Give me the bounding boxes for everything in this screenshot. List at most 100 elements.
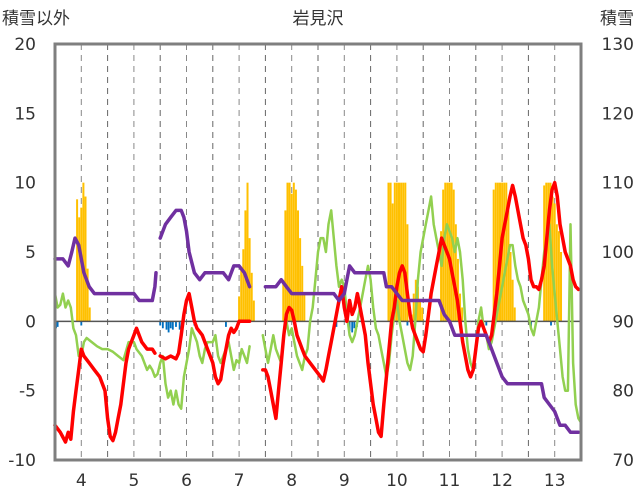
snowfall-bar: [84, 196, 87, 322]
snowfall-bar: [440, 231, 443, 322]
right-tick-label: 90: [612, 312, 634, 332]
snowfall-bar: [282, 279, 285, 322]
snowfall-bar: [244, 210, 247, 322]
snow_depth-line: [53, 208, 581, 435]
snowfall-bar: [88, 307, 91, 322]
snowfall-bar: [290, 193, 293, 322]
snowfall-bar: [250, 272, 253, 322]
left-tick-label: -5: [19, 382, 36, 402]
left-tick-label: 5: [25, 243, 36, 263]
snowfall-bar: [553, 203, 556, 322]
x-tick-label: 9: [339, 471, 350, 491]
snowfall-bar: [505, 182, 508, 322]
snowfall-bar: [560, 252, 563, 322]
precip-bar: [171, 321, 174, 330]
snowfall-bar: [284, 210, 287, 322]
precip-bar: [485, 321, 488, 326]
left-axis-label: 積雪以外: [2, 9, 70, 29]
x-tick-label: 13: [544, 471, 566, 491]
x-tick-label: 5: [128, 471, 139, 491]
snowfall-bar: [238, 296, 241, 322]
snowfall-bar: [511, 279, 514, 322]
snowfall-bar: [496, 182, 499, 322]
precip-bar: [353, 321, 356, 329]
snowfall-bar: [404, 182, 407, 322]
snowfall-bar: [393, 182, 396, 322]
snowfall-bar: [299, 238, 302, 322]
precip-bar: [165, 321, 168, 330]
left-tick-label: 15: [14, 104, 36, 124]
snowfall-bar: [402, 182, 405, 322]
snowfall-bar: [248, 238, 251, 322]
x-tick-label: 11: [439, 471, 461, 491]
snowfall-bar: [412, 293, 415, 322]
x-tick-label: 12: [491, 471, 513, 491]
precip-bar: [178, 321, 181, 330]
left-tick-label: 10: [14, 174, 36, 194]
snowfall-bar: [78, 217, 81, 322]
snowfall-bar: [416, 286, 419, 322]
precip-bar: [167, 321, 170, 333]
snowfall-bar: [547, 182, 550, 322]
snowfall-bar: [557, 231, 560, 322]
precip-bar: [80, 321, 83, 326]
snowfall-bar: [507, 210, 510, 322]
precip-bar: [169, 321, 172, 329]
precip-bar: [161, 321, 164, 329]
snowfall-bar: [76, 199, 79, 322]
precip-bar: [56, 321, 59, 327]
left-tick-label: 20: [14, 35, 36, 55]
snowfall-bar: [86, 268, 89, 322]
snowfall-bar: [286, 182, 289, 322]
temperature-line: [53, 180, 581, 444]
left-tick-label: 0: [25, 312, 36, 332]
snowfall-bar: [294, 189, 297, 322]
snowfall-bar: [494, 182, 497, 322]
precip-bar: [335, 321, 338, 327]
snowfall-bar: [297, 210, 300, 322]
precip-bar: [225, 321, 227, 327]
right-tick-label: 110: [602, 174, 634, 194]
left-tick-label: -10: [8, 451, 36, 471]
snowfall-bar: [246, 182, 249, 322]
x-tick-label: 4: [76, 471, 87, 491]
right-tick-label: 100: [602, 243, 634, 263]
precip-bar: [175, 321, 177, 327]
snowfall-bar: [387, 182, 390, 322]
right-tick-label: 120: [602, 104, 634, 124]
snowfall-bar: [450, 182, 453, 322]
snowfall-bar: [461, 307, 464, 322]
snowfall-bar: [448, 182, 451, 322]
plot-frame: [53, 42, 583, 462]
snowfall-bar: [400, 182, 403, 322]
snowfall-bar: [398, 182, 401, 322]
precip-bar: [351, 321, 354, 333]
snowfall-bar: [82, 182, 85, 322]
right-tick-label: 70: [612, 451, 634, 471]
snowfall-bar: [513, 307, 516, 322]
snowfall-bar: [452, 189, 455, 322]
snowfall-bar: [288, 182, 291, 322]
snowfall-bar: [492, 189, 495, 322]
right-axis-label: 積雪: [600, 9, 634, 29]
snowfall-bar: [303, 293, 306, 322]
x-tick-label: 6: [181, 471, 192, 491]
chart-title: 岩見沢: [293, 9, 344, 29]
snowfall-bar: [421, 307, 424, 322]
snowfall-bar: [406, 224, 409, 322]
snowfall-bar: [252, 300, 255, 322]
snowfall-bar: [454, 224, 457, 322]
plot-area: 20 15 10 5 0 -5 -10 130 120 110 100 90 80 70 4 5 6 7 8 9 10 1…: [8, 35, 634, 491]
snowfall-bar: [395, 182, 398, 322]
right-tick-label: 130: [602, 35, 634, 55]
precip-bar: [406, 321, 409, 326]
right-tick-label: 80: [612, 382, 634, 402]
precip-bar: [159, 321, 162, 326]
snowfall-bar: [389, 182, 392, 322]
snowfall-bar: [555, 224, 558, 322]
snowfall-bar: [240, 268, 243, 322]
snowfall-bar: [419, 300, 422, 322]
snowfall-bar: [242, 249, 245, 322]
snowfall-bar: [292, 182, 295, 322]
